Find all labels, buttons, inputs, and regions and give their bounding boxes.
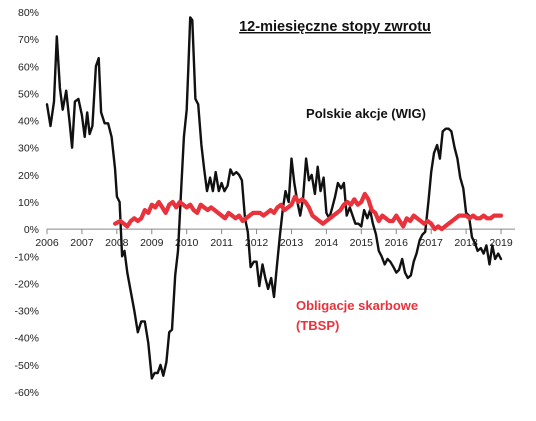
y-tick-label: 40%	[18, 116, 39, 128]
series-line-tbsp	[113, 191, 504, 232]
x-tick-label: 2009	[140, 237, 164, 249]
y-tick-label: 60%	[18, 61, 39, 73]
y-axis-ticks: -60% -50% -40% -30% -20% -10% 0% 10% 20% 30% 40% 50…	[14, 7, 39, 399]
x-tick-label: 2011	[210, 237, 233, 249]
x-tick-label: 2016	[385, 237, 409, 249]
y-tick-label: -50%	[14, 360, 39, 372]
y-tick-label: 70%	[18, 34, 39, 46]
y-tick-label: -20%	[14, 278, 39, 290]
y-tick-label: -10%	[14, 251, 39, 263]
series-layer	[45, 16, 504, 380]
y-tick-label: 80%	[18, 7, 39, 19]
y-tick-label: 50%	[18, 88, 39, 100]
series-label-tbsp-line-1: Obligacje skarbowe	[296, 298, 418, 313]
x-tick-label: 2018	[454, 237, 478, 249]
x-tick-label: 2007	[70, 237, 94, 249]
x-tick-label: 2010	[175, 237, 199, 249]
chart-title: 12-miesięczne stopy zwrotu	[239, 19, 431, 35]
x-tick-label: 2006	[35, 237, 59, 249]
x-tick-label: 2019	[489, 237, 513, 249]
x-tick-label: 2014	[315, 237, 339, 249]
x-axis: 2006 2007 2008 2009 2010 2011 2012 2013 2014 2015…	[35, 228, 515, 249]
y-tick-label: -40%	[14, 333, 39, 345]
series-label-tbsp: Obligacje skarbowe (TBSP)	[296, 298, 422, 333]
series-label-wig: Polskie akcje (WIG)	[306, 106, 426, 121]
y-tick-label: -30%	[14, 306, 39, 318]
x-tick-label: 2008	[105, 237, 129, 249]
y-tick-label: 0%	[24, 224, 39, 236]
y-tick-label: 30%	[18, 143, 39, 155]
x-tick-label: 2012	[245, 237, 269, 249]
x-tick-label: 2013	[280, 237, 304, 249]
x-tick-label: 2015	[350, 237, 374, 249]
series-label-tbsp-line-2: (TBSP)	[296, 318, 339, 333]
series-line-wig	[45, 16, 503, 380]
x-tick-label: 2017	[419, 237, 443, 249]
y-tick-label: 10%	[18, 197, 39, 209]
y-tick-label: 20%	[18, 170, 39, 182]
y-tick-label: -60%	[14, 387, 39, 399]
